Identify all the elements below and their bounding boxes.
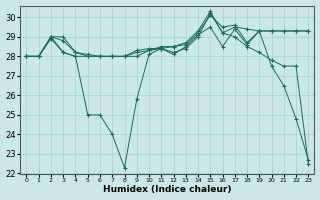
X-axis label: Humidex (Indice chaleur): Humidex (Indice chaleur) — [103, 185, 232, 194]
